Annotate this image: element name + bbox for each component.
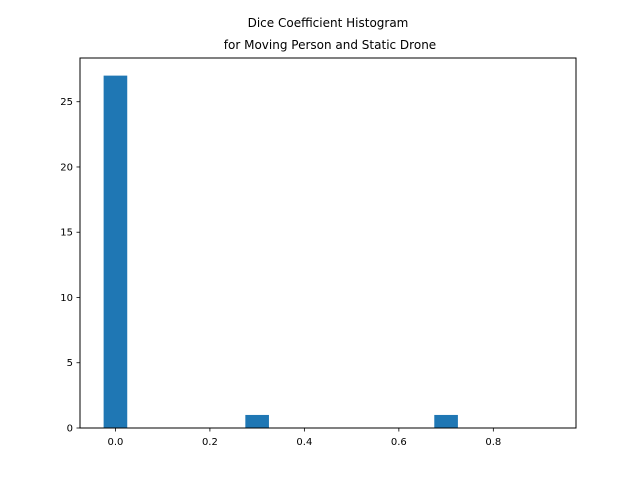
chart-title-line-1: Dice Coefficient Histogram xyxy=(248,16,409,30)
y-tick-label: 15 xyxy=(60,228,73,239)
y-tick-label: 10 xyxy=(60,293,73,304)
y-tick-label: 20 xyxy=(60,162,73,173)
y-tick-label: 5 xyxy=(67,358,73,369)
y-tick-label: 25 xyxy=(60,97,73,108)
y-axis: 0 5 10 15 20 25 xyxy=(60,97,80,435)
x-axis: 0.0 0.2 0.4 0.6 0.8 xyxy=(107,428,501,448)
x-tick-label: 0.0 xyxy=(107,437,123,448)
x-tick-label: 0.8 xyxy=(485,437,501,448)
histogram-bar xyxy=(434,414,458,428)
chart-title-line-2: for Moving Person and Static Drone xyxy=(224,38,436,52)
x-tick-label: 0.4 xyxy=(296,437,312,448)
histogram-bar xyxy=(103,75,128,428)
bars-group xyxy=(103,75,458,428)
histogram-bar xyxy=(245,414,269,428)
x-tick-label: 0.6 xyxy=(391,437,407,448)
y-tick-label: 0 xyxy=(67,424,73,435)
x-tick-label: 0.2 xyxy=(202,437,218,448)
plot-frame xyxy=(79,57,577,429)
